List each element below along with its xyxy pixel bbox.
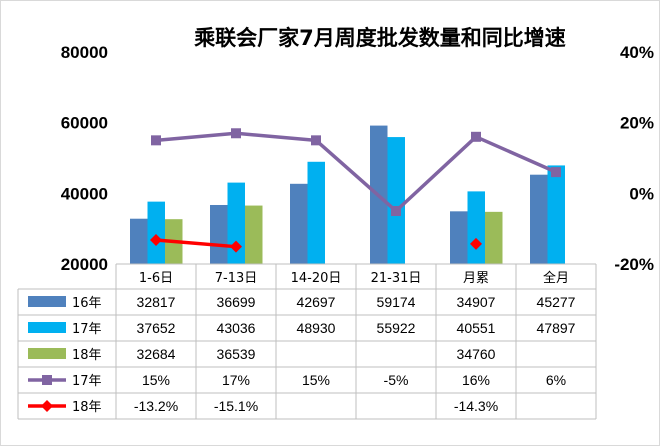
bar [210, 204, 228, 264]
line-point [151, 135, 161, 146]
data-label: 15% [302, 372, 330, 388]
line-group [150, 128, 561, 253]
bar [450, 211, 468, 264]
legend-key [41, 400, 53, 412]
data-label: 45277 [537, 294, 576, 310]
series-line [155, 131, 557, 213]
legend-key [28, 348, 66, 359]
bar [227, 182, 245, 264]
data-label: 32817 [137, 294, 176, 310]
category-label: 月累 [463, 271, 489, 286]
line-point [230, 240, 242, 253]
bar [467, 191, 485, 264]
bar [245, 205, 263, 264]
data-label: 32684 [137, 346, 176, 362]
data-label: 59174 [377, 294, 416, 310]
y-tick-label: 40000 [61, 184, 108, 203]
data-label: -15.1% [214, 398, 258, 414]
data-label: 34907 [457, 294, 496, 310]
series-name: 16年 [72, 296, 102, 311]
category-label: 14-20日 [291, 271, 342, 286]
series-name: 18年 [72, 348, 102, 363]
chart-title: 乘联会厂家7月周度批发数量和同比增速 [193, 26, 566, 50]
data-label: 48930 [297, 320, 336, 336]
bar [147, 201, 165, 264]
line-point [391, 206, 401, 216]
line-point [311, 135, 321, 146]
y-tick-label: 20000 [61, 255, 108, 274]
data-label: 42697 [297, 294, 336, 310]
y2-tick-label: 40% [620, 43, 654, 62]
category-label: 21-31日 [371, 271, 422, 286]
bar [530, 174, 548, 264]
y2-tick-label: 20% [620, 114, 654, 133]
data-label: 17% [222, 372, 250, 388]
bar [387, 137, 405, 264]
bar [307, 161, 325, 264]
line-point [470, 237, 482, 250]
data-label: 15% [142, 372, 170, 388]
data-table: 1-6日 7-13日 14-20日 21-31日 月累 全月 16年 32817 36699 42… [17, 263, 597, 420]
data-label: 47897 [537, 320, 576, 336]
bar [130, 218, 148, 264]
data-label: 37652 [137, 320, 176, 336]
data-label: 16% [462, 372, 490, 388]
y-tick-label: 60000 [61, 114, 108, 133]
category-label: 7-13日 [215, 271, 258, 286]
series-name: 17年 [72, 374, 102, 389]
series-line [155, 238, 237, 249]
y-axis-right: 40% 20% 0% -20% [614, 43, 654, 274]
y-tick-label: 80000 [61, 43, 108, 62]
bar [290, 183, 308, 264]
line-point [551, 167, 561, 178]
data-label: 36539 [217, 346, 256, 362]
data-label: 34760 [457, 346, 496, 362]
data-label: -13.2% [134, 398, 178, 414]
data-label: 40551 [457, 320, 496, 336]
y2-tick-label: -20% [614, 255, 654, 274]
legend-key [42, 375, 52, 385]
legend-key [28, 296, 66, 307]
line-point [150, 233, 162, 246]
y-axis-left: 80000 60000 40000 20000 [61, 43, 108, 274]
data-label: 55922 [377, 320, 416, 336]
data-label: -5% [384, 372, 409, 388]
series-name: 17年 [72, 322, 102, 337]
bar-group [130, 125, 565, 264]
category-label: 1-6日 [139, 271, 173, 286]
series-name: 18年 [72, 400, 102, 415]
bar [485, 211, 503, 264]
data-label: 36699 [217, 294, 256, 310]
data-label: 6% [546, 372, 566, 388]
bar [547, 165, 565, 264]
category-label: 全月 [543, 270, 569, 286]
line-point [471, 131, 481, 142]
legend-key [28, 322, 66, 333]
y2-tick-label: 0% [629, 184, 654, 203]
data-label: 43036 [217, 320, 256, 336]
data-label: -14.3% [454, 398, 498, 414]
line-point [231, 128, 241, 139]
